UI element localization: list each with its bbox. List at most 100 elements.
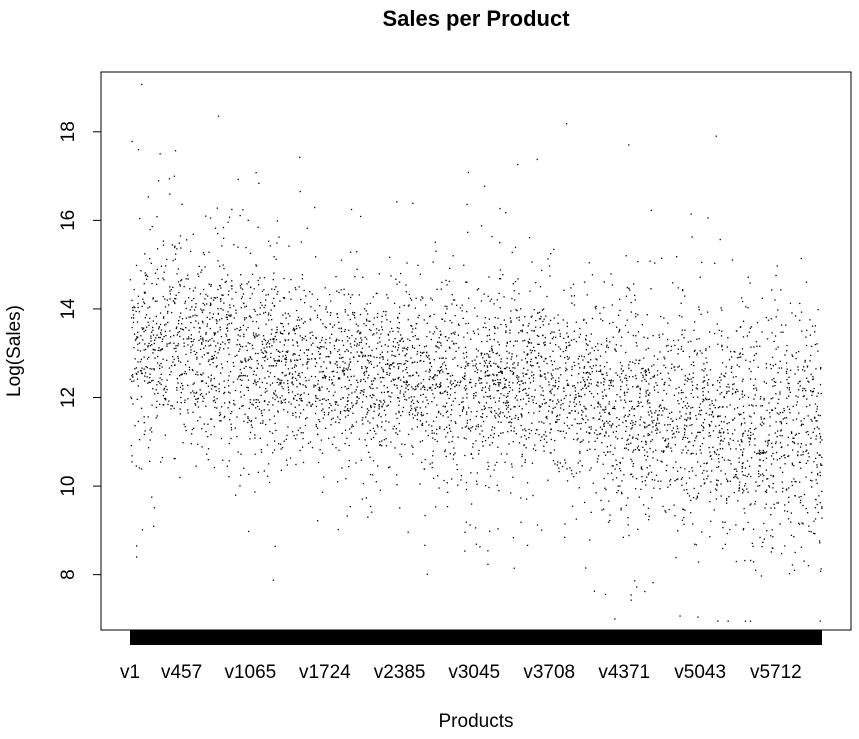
data-point: [700, 424, 703, 426]
data-point: [597, 458, 599, 460]
data-point: [780, 381, 782, 383]
data-point: [705, 357, 707, 359]
data-point: [416, 338, 418, 340]
data-point: [399, 392, 401, 394]
data-point: [237, 451, 239, 453]
data-point: [325, 308, 327, 310]
data-point: [368, 362, 370, 364]
data-point: [619, 376, 621, 378]
data-point: [763, 381, 765, 383]
data-point: [600, 406, 602, 408]
data-point: [443, 391, 446, 393]
data-point: [771, 379, 773, 381]
data-point: [559, 335, 561, 337]
data-point: [451, 340, 453, 342]
data-point: [512, 476, 514, 478]
data-point: [446, 378, 448, 380]
data-point: [251, 344, 253, 346]
data-point: [806, 398, 808, 400]
data-point: [586, 294, 588, 296]
data-point: [680, 348, 682, 350]
data-point: [140, 270, 142, 272]
data-point: [272, 579, 274, 581]
data-point: [646, 467, 648, 469]
data-point: [321, 452, 324, 454]
data-point: [456, 464, 458, 466]
data-point: [293, 397, 295, 399]
data-point: [431, 299, 433, 301]
data-point: [758, 475, 760, 478]
data-point: [270, 309, 272, 311]
data-point: [154, 349, 156, 351]
data-point: [282, 314, 284, 316]
data-point: [462, 352, 465, 354]
data-point: [703, 483, 705, 485]
data-point: [144, 343, 146, 345]
data-point: [777, 502, 780, 504]
data-point: [281, 323, 283, 325]
data-point: [319, 341, 321, 344]
data-point: [372, 380, 375, 382]
data-point: [319, 420, 321, 423]
data-point: [821, 507, 823, 510]
data-point: [409, 375, 412, 377]
data-point: [643, 336, 645, 338]
data-point: [441, 281, 443, 283]
data-point: [265, 323, 267, 325]
data-point: [699, 431, 701, 433]
data-point: [506, 341, 508, 343]
data-point: [552, 336, 555, 338]
data-point: [316, 298, 319, 301]
data-point: [203, 354, 206, 356]
data-point: [537, 355, 540, 357]
data-point: [485, 326, 487, 329]
data-point: [741, 467, 743, 469]
data-point: [140, 358, 142, 361]
data-point: [627, 415, 629, 418]
data-point: [620, 372, 623, 375]
data-point: [429, 369, 431, 372]
data-point: [512, 537, 515, 539]
data-point: [481, 352, 483, 354]
data-point: [182, 385, 184, 387]
data-point: [131, 461, 133, 463]
data-point: [146, 275, 149, 277]
data-point: [247, 326, 249, 329]
data-point: [520, 399, 522, 401]
data-point: [398, 344, 400, 346]
data-point: [508, 367, 511, 369]
data-point: [299, 449, 301, 452]
data-point: [310, 306, 312, 308]
data-point: [422, 401, 424, 403]
data-point: [184, 302, 186, 304]
data-point: [758, 452, 761, 454]
data-point: [742, 336, 745, 338]
data-point: [331, 333, 333, 335]
data-point: [169, 290, 171, 292]
data-point: [260, 451, 263, 453]
data-point: [376, 292, 378, 295]
data-point: [728, 444, 730, 446]
data-point: [463, 336, 465, 338]
data-point: [454, 452, 456, 454]
data-point: [513, 372, 515, 374]
data-point: [287, 382, 289, 385]
data-point: [190, 392, 192, 394]
data-point: [440, 344, 442, 347]
data-point: [585, 431, 588, 433]
data-point: [144, 380, 146, 382]
data-point: [658, 410, 660, 412]
data-point: [177, 268, 179, 270]
data-point: [790, 431, 793, 433]
data-point: [820, 464, 822, 466]
data-point: [819, 433, 821, 435]
data-point: [280, 360, 283, 362]
data-point: [630, 400, 633, 402]
data-point: [273, 449, 276, 451]
data-point: [195, 320, 197, 322]
data-point: [141, 83, 143, 86]
data-point: [816, 503, 818, 506]
data-point: [199, 293, 202, 295]
data-point: [194, 403, 196, 405]
data-point: [647, 473, 649, 476]
